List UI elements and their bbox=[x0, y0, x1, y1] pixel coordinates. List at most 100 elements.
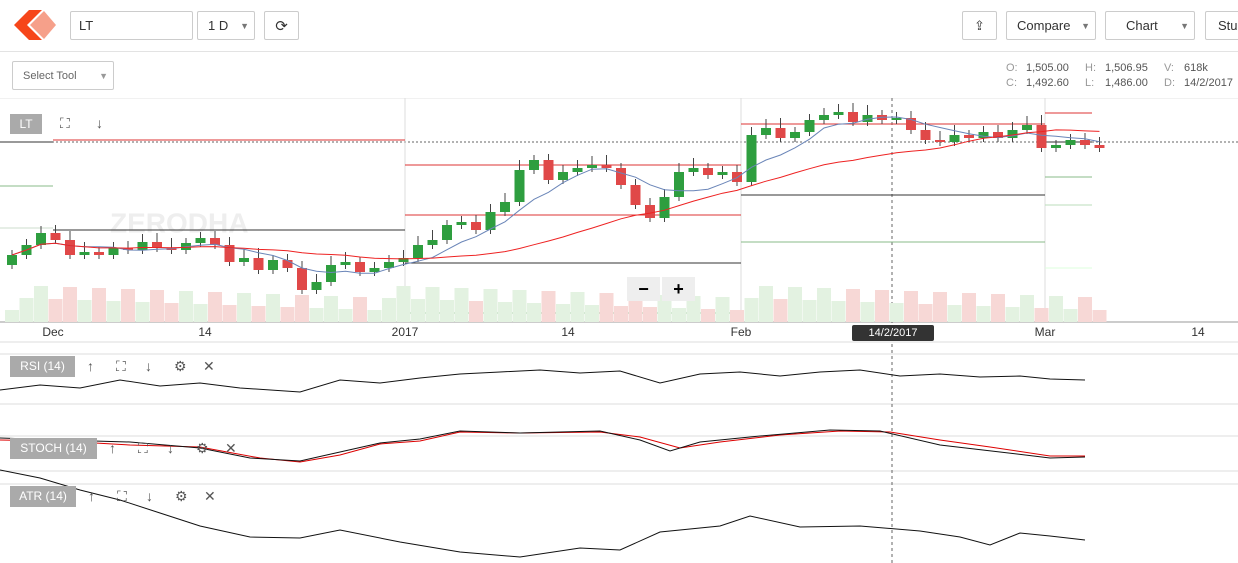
candle-body bbox=[282, 260, 293, 268]
volume-bar bbox=[672, 308, 686, 322]
candle-body bbox=[514, 170, 525, 202]
volume-bar bbox=[34, 286, 48, 322]
candle-body bbox=[36, 233, 46, 245]
volume-bar bbox=[541, 291, 556, 322]
candle-body bbox=[456, 222, 467, 225]
interval-dropdown[interactable]: 1 D ▼ bbox=[197, 11, 255, 40]
zoom-in[interactable]: + bbox=[662, 277, 695, 301]
volume-bar bbox=[1049, 296, 1063, 322]
stoch-line bbox=[0, 429, 1086, 462]
ohlc-label: D: bbox=[1164, 77, 1175, 89]
ma-long bbox=[11, 129, 1100, 260]
volume-bar bbox=[121, 289, 135, 322]
volume-bar bbox=[889, 303, 904, 322]
panel-control[interactable]: ⛶ bbox=[117, 488, 127, 504]
x-tick-label: Feb bbox=[731, 325, 752, 339]
panel-label: ATR (14) bbox=[10, 486, 76, 507]
volume-bar bbox=[614, 306, 628, 322]
candle-body bbox=[761, 128, 771, 135]
candle-body bbox=[340, 262, 351, 265]
candle-body bbox=[253, 258, 264, 270]
panel-control[interactable]: ↓ bbox=[96, 115, 103, 131]
volume-bar bbox=[1092, 310, 1107, 322]
candle-body bbox=[659, 197, 670, 218]
volume-bar bbox=[135, 302, 150, 322]
zoom-controls: − + bbox=[627, 277, 695, 301]
volume-bar bbox=[947, 305, 962, 322]
panel-control[interactable]: ↑ bbox=[109, 440, 116, 456]
panel-control[interactable]: ✕ bbox=[203, 358, 215, 374]
crosshair-date: 14/2/2017 bbox=[869, 327, 918, 339]
candle-body bbox=[311, 282, 322, 290]
volume-bar bbox=[744, 298, 759, 322]
candle-body bbox=[587, 165, 597, 168]
volume-bar bbox=[498, 302, 512, 322]
panel-control[interactable]: ⚙ bbox=[175, 488, 188, 504]
ohlc-label: H: bbox=[1085, 62, 1096, 74]
panel-control[interactable]: ⚙ bbox=[174, 358, 187, 374]
candle-body bbox=[572, 168, 583, 172]
crosshair-date-box bbox=[852, 325, 934, 341]
panel-control[interactable]: ⚙ bbox=[196, 440, 209, 456]
candle-body bbox=[804, 120, 815, 132]
panel-control[interactable]: ↓ bbox=[167, 440, 174, 456]
volume-bar bbox=[150, 290, 164, 322]
candle-body bbox=[195, 238, 206, 243]
panel-control[interactable]: ↑ bbox=[87, 358, 94, 374]
logo[interactable] bbox=[14, 10, 56, 40]
ohlc-value: 1,492.60 bbox=[1026, 77, 1069, 89]
volume-bar bbox=[5, 310, 19, 322]
studies-button[interactable]: Stu bbox=[1205, 11, 1238, 40]
candle-body bbox=[65, 240, 75, 255]
caret: ▼ bbox=[99, 70, 108, 81]
volume-bar bbox=[19, 298, 34, 322]
symbol-input[interactable]: LT bbox=[70, 11, 193, 40]
ohlc-label: L: bbox=[1085, 77, 1095, 89]
ohlc-value: 1,505.00 bbox=[1026, 62, 1069, 74]
volume-bar bbox=[338, 309, 353, 322]
chart: Chart bbox=[1126, 18, 1158, 33]
candle-body bbox=[210, 238, 220, 245]
compare-button[interactable]: Compare ▼ bbox=[1006, 11, 1096, 40]
caret: ▼ bbox=[240, 20, 249, 31]
panel-control[interactable]: ✕ bbox=[225, 440, 237, 456]
volume-bar bbox=[106, 301, 121, 322]
refresh-button[interactable]: ⟳ bbox=[264, 11, 299, 40]
panel-control[interactable]: ↓ bbox=[145, 358, 152, 374]
candle-body bbox=[529, 160, 539, 170]
ohlc-value: 618k bbox=[1184, 62, 1208, 74]
rsi-line bbox=[0, 369, 1086, 393]
chart-button[interactable]: Chart ▼ bbox=[1105, 11, 1195, 40]
volume-bar bbox=[527, 303, 541, 322]
volume-bar bbox=[933, 292, 947, 322]
panel-control[interactable]: ↑ bbox=[88, 488, 95, 504]
volume-bar bbox=[1034, 308, 1049, 322]
volume-bar bbox=[628, 294, 643, 322]
candle-body bbox=[862, 115, 873, 122]
candle-body bbox=[369, 268, 380, 272]
panel-control[interactable]: ⛶ bbox=[116, 358, 126, 374]
candle-body bbox=[645, 205, 655, 218]
volume-bar bbox=[730, 310, 744, 322]
candle-body bbox=[413, 245, 423, 258]
candle-body bbox=[616, 168, 626, 185]
volume-bar bbox=[657, 295, 672, 322]
panel-control[interactable]: ⛶ bbox=[138, 440, 148, 456]
x-tick-label: 14 bbox=[198, 325, 212, 339]
select-tool[interactable]: Select Tool ▼ bbox=[12, 61, 114, 90]
candle-body bbox=[746, 135, 757, 182]
volume-bar bbox=[179, 291, 193, 322]
volume-bar bbox=[309, 308, 324, 322]
volume-bar bbox=[280, 307, 295, 322]
candle-body bbox=[79, 252, 90, 255]
chart-area: ZERODHA 14/2/2017 Dec 14 2017 14 Feb Mar 14 bbox=[0, 98, 1238, 563]
panel-control[interactable]: ⛶ bbox=[60, 115, 70, 131]
panel-control[interactable]: ✕ bbox=[204, 488, 216, 504]
candle-body bbox=[485, 212, 496, 230]
share-button[interactable]: ⇪ bbox=[962, 11, 997, 40]
panel-control[interactable]: ↓ bbox=[146, 488, 153, 504]
volume-bar bbox=[251, 306, 266, 322]
volume-bar bbox=[469, 301, 483, 322]
volume-bar bbox=[860, 302, 875, 322]
zoom-out[interactable]: − bbox=[627, 277, 660, 301]
